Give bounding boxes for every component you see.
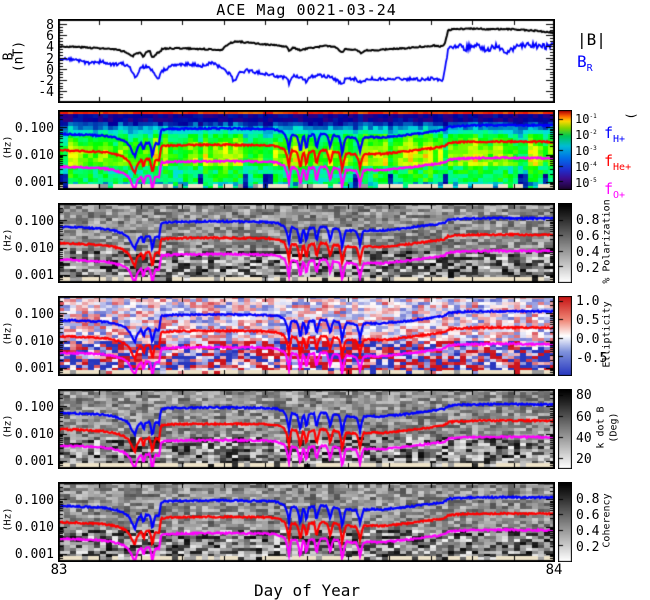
colorbar-tick-label: 40: [576, 431, 592, 446]
y-tick-label: -4: [38, 85, 54, 100]
ion-line-label-o: fO+: [604, 180, 626, 201]
bfield-plot-canvas: [58, 19, 555, 103]
freq-tick-label: 0.100: [14, 121, 54, 136]
coherency-spectrogram-canvas: [58, 482, 555, 562]
colorbar-tick-label: 0.2: [576, 261, 600, 276]
colorbar-tick-label: -0.5: [576, 351, 608, 366]
x-axis-title: Day of Year: [254, 581, 360, 600]
colorbar-tick-label: 0.4: [576, 524, 600, 539]
colorbar-tick-label: 0.6: [576, 229, 600, 244]
colorbar-tick-label: 60: [576, 410, 592, 425]
ion-line-label-he: fHe+: [604, 152, 632, 173]
freq-tick-label: 0.001: [14, 175, 54, 190]
colorbar-tick-label: 10-4: [575, 160, 597, 174]
y-tick-label: 4: [46, 40, 54, 55]
colorbar-tick-label: 10-1: [575, 112, 597, 126]
polarization-spectrogram-canvas: [58, 203, 555, 283]
polarization-colorbar: [558, 203, 572, 283]
colorbar-tick-label: 0.4: [576, 245, 600, 260]
colorbar-title-coherency: Coherency: [601, 493, 613, 548]
colorbar-tick-label: 10-3: [575, 144, 597, 158]
colorbar-tick-label: 0.5: [576, 313, 600, 328]
kdotb-spectrogram-canvas: [58, 389, 555, 469]
y-tick-label: 2: [46, 52, 54, 67]
x-tick-label-84: 84: [545, 562, 563, 578]
plot-title: ACE Mag 0021-03-24: [216, 1, 397, 19]
freq-tick-label: 0.010: [14, 427, 54, 442]
x-tick-label-83: 83: [50, 562, 68, 578]
coherency-colorbar: [558, 482, 572, 562]
freq-tick-label: 0.010: [14, 520, 54, 535]
freq-tick-label: 0.001: [14, 361, 54, 376]
colorbar-tick-label: 80: [576, 388, 592, 403]
freq-axis-fragment: (Hz): [2, 507, 14, 532]
b-axis-units-label: (nT): [11, 40, 27, 73]
colorbar-tick-label: 1.0: [576, 294, 600, 309]
colorbar-tick-label: 10-5: [575, 176, 597, 190]
freq-tick-label: 0.010: [14, 148, 54, 163]
colorbar-tick-label: 10-2: [575, 128, 597, 142]
y-tick-label: -2: [38, 74, 54, 89]
freq-tick-label: 0.010: [14, 241, 54, 256]
freq-tick-label: 0.100: [14, 214, 54, 229]
legend-bmag-label: |B|: [577, 30, 606, 49]
y-tick-label: 0: [46, 63, 54, 78]
colorbar-tick-label: 0.8: [576, 213, 600, 228]
y-tick-label: 6: [46, 29, 54, 44]
colorbar-tick-label: 20: [576, 452, 592, 467]
ellipticity-spectrogram-canvas: [58, 296, 555, 376]
freq-tick-label: 0.100: [14, 400, 54, 415]
freq-tick-label: 0.001: [14, 547, 54, 562]
colorbar-tick-label: 0.8: [576, 492, 600, 507]
legend-br-label: BR: [577, 52, 593, 75]
freq-tick-label: 0.001: [14, 268, 54, 283]
colorbar-tick-label: 0.0: [576, 332, 600, 347]
freq-tick-label: 0.100: [14, 307, 54, 322]
kdotb-colorbar: [558, 389, 572, 469]
ion-line-label-h: fH+: [604, 124, 626, 145]
colorbar-tick-label: 0.2: [576, 540, 600, 555]
freq-tick-label: 0.001: [14, 454, 54, 469]
y-tick-label: 8: [46, 18, 54, 33]
power-spectrogram-canvas: [58, 110, 555, 190]
freq-tick-label: 0.100: [14, 493, 54, 508]
ellipticity-colorbar: [558, 296, 572, 376]
colorbar-tick-label: 0.6: [576, 508, 600, 523]
freq-tick-label: 0.010: [14, 334, 54, 349]
power-colorbar: [558, 110, 572, 190]
